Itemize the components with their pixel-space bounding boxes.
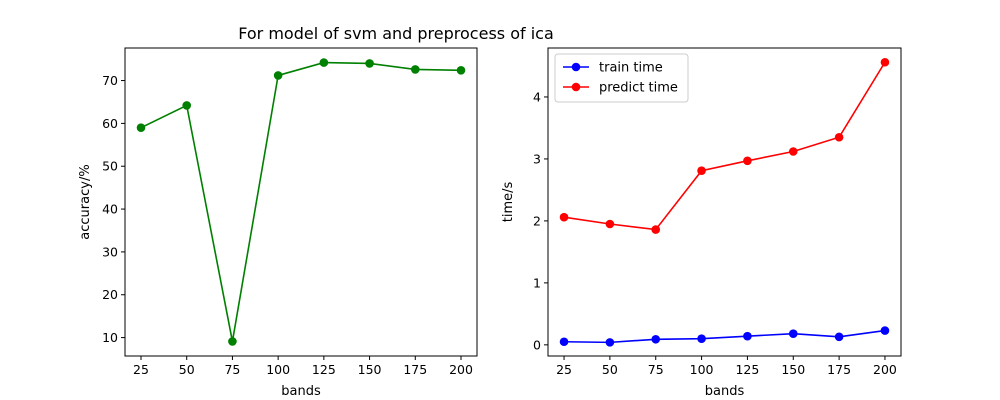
data-point bbox=[743, 331, 752, 341]
y-axis-label: accuracy/% bbox=[78, 164, 93, 239]
y-tick-label: 50 bbox=[102, 159, 118, 174]
x-tick-label: 50 bbox=[602, 362, 618, 377]
y-tick-label: 40 bbox=[102, 202, 118, 217]
x-tick-label: 175 bbox=[403, 362, 427, 377]
data-point bbox=[559, 212, 569, 222]
x-tick-label: 75 bbox=[224, 362, 240, 377]
x-tick-label: 150 bbox=[781, 362, 805, 377]
x-tick-label: 175 bbox=[827, 362, 851, 377]
x-tick-label: 25 bbox=[133, 362, 149, 377]
x-tick-label: 100 bbox=[690, 362, 714, 377]
y-tick-label: 2 bbox=[533, 213, 541, 228]
x-tick-label: 100 bbox=[266, 362, 290, 377]
x-axis-label: bands bbox=[281, 384, 321, 399]
x-tick-label: 75 bbox=[648, 362, 664, 377]
y-tick-label: 70 bbox=[102, 73, 118, 88]
x-tick-label: 125 bbox=[735, 362, 759, 377]
data-point bbox=[182, 101, 192, 110]
y-tick-label: 3 bbox=[533, 151, 541, 166]
data-point bbox=[456, 65, 466, 75]
legend-label: train time bbox=[599, 61, 663, 76]
data-point bbox=[136, 123, 146, 132]
data-point bbox=[834, 132, 844, 142]
data-point bbox=[605, 338, 615, 347]
y-tick-label: 0 bbox=[533, 337, 541, 352]
axes-frame bbox=[124, 47, 478, 357]
legend-marker bbox=[571, 62, 581, 72]
x-tick-label: 50 bbox=[179, 362, 195, 377]
data-point bbox=[319, 58, 329, 67]
legend-marker bbox=[571, 82, 581, 92]
data-point bbox=[788, 147, 798, 156]
x-tick-label: 200 bbox=[873, 362, 897, 377]
data-point bbox=[273, 71, 283, 80]
legend-box bbox=[554, 53, 689, 103]
y-tick-label: 30 bbox=[102, 244, 118, 259]
chart-1: 25 50 75 100 125 150 175 200 10 20 30 40 50 60 70 bands… bbox=[78, 47, 478, 399]
chart-2: 25 50 75 100 125 150 175 200 0 1 2 3 4 bands time/s tra… bbox=[501, 47, 902, 399]
figure-title: For model of svm and preprocess of ica bbox=[238, 24, 554, 43]
data-point bbox=[880, 57, 890, 67]
data-point bbox=[880, 326, 890, 335]
y-tick-label: 1 bbox=[533, 275, 541, 290]
series-line-train-time bbox=[564, 329, 886, 344]
x-tick-label: 125 bbox=[312, 362, 336, 377]
data-point bbox=[228, 337, 237, 346]
series-line bbox=[140, 61, 462, 342]
data-point bbox=[651, 225, 661, 234]
y-tick-label: 60 bbox=[102, 116, 118, 131]
charts-layer: 25 50 75 100 125 150 175 20010203040506070bands… bbox=[78, 47, 902, 399]
data-point bbox=[743, 156, 752, 166]
y-axis-label: time/s bbox=[501, 182, 516, 223]
series-line-predict-time bbox=[563, 61, 886, 231]
x-axis-label: bands bbox=[705, 384, 745, 399]
x-tick-label: 200 bbox=[449, 362, 473, 377]
x-tick-label: 150 bbox=[358, 362, 382, 377]
legend-label: predict time bbox=[599, 81, 678, 96]
y-tick-label: 10 bbox=[102, 330, 118, 345]
y-tick-label: 4 bbox=[533, 89, 541, 104]
legend: train time predict time bbox=[554, 53, 689, 103]
data-point bbox=[410, 65, 420, 74]
data-point bbox=[834, 332, 844, 342]
data-point bbox=[788, 329, 798, 338]
axes-frame bbox=[547, 47, 902, 357]
data-point bbox=[697, 334, 706, 343]
data-point bbox=[651, 334, 661, 344]
data-point bbox=[559, 337, 569, 347]
data-point bbox=[697, 166, 706, 176]
data-point bbox=[365, 59, 374, 68]
x-tick-label: 25 bbox=[556, 362, 572, 377]
y-tick-label: 20 bbox=[102, 287, 118, 302]
data-point bbox=[605, 219, 615, 229]
